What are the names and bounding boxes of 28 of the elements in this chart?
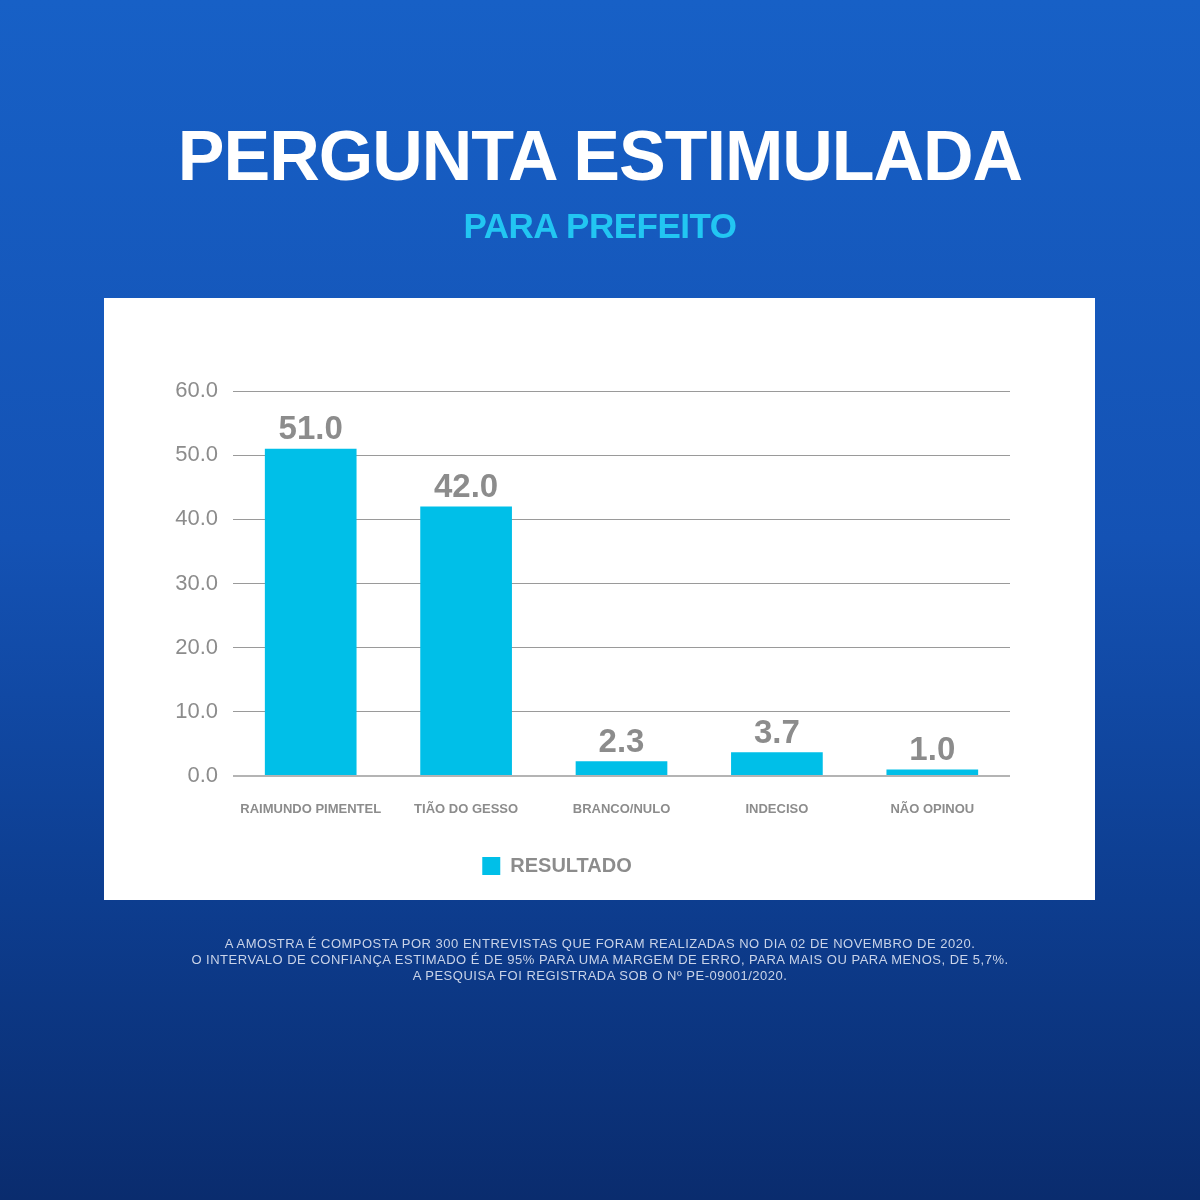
text: A AMOSTRA É COMPOSTA POR 300 ENTREVISTAS QUE FORAM REALIZADAS NO DIA 02 DE NOVEMBRO DE 2020. xyxy=(223,936,977,952)
y-tick-label: 10.0 xyxy=(175,697,218,723)
data-label: 3.7 xyxy=(753,712,800,750)
y-tick-label: 20.0 xyxy=(175,633,218,659)
x-tick-label: NÃO OPINOU xyxy=(890,801,975,817)
chart-subtitle: PARA PREFEITO xyxy=(462,206,738,245)
y-tick-label: 40.0 xyxy=(175,505,218,531)
x-tick-label: RAIMUNDO PIMENTEL xyxy=(240,801,382,817)
chart-title: PERGUNTA ESTIMULADA xyxy=(176,117,1024,195)
legend-label: RESULTADO xyxy=(510,853,632,876)
y-tick-label: 0.0 xyxy=(187,762,218,788)
x-tick-label: INDECISO xyxy=(745,801,809,817)
data-label: 2.3 xyxy=(598,721,645,759)
data-label: 42.0 xyxy=(433,467,499,505)
x-tick-label: TIÃO DO GESSO xyxy=(414,801,519,817)
text: O INTERVALO DE CONFIANÇA ESTIMADO É DE 95% PARA UMA MARGEM DE ERRO, PARA MAIS OU PARA MENOS, DE 5,7%. xyxy=(190,952,1010,968)
bar xyxy=(731,752,823,775)
data-label: 1.0 xyxy=(909,730,956,768)
bar xyxy=(264,448,357,775)
data-label: 51.0 xyxy=(278,409,343,447)
y-tick-label: 60.0 xyxy=(175,377,218,403)
text: A PESQUISA FOI REGISTRADA SOB O Nº PE-09001/2020. xyxy=(411,968,789,984)
bar xyxy=(886,769,979,775)
bar xyxy=(420,506,512,775)
y-tick-label: 30.0 xyxy=(175,569,218,595)
y-tick-label: 50.0 xyxy=(175,441,218,467)
bar xyxy=(575,761,668,775)
x-tick-label: BRANCO/NULO xyxy=(572,801,671,817)
